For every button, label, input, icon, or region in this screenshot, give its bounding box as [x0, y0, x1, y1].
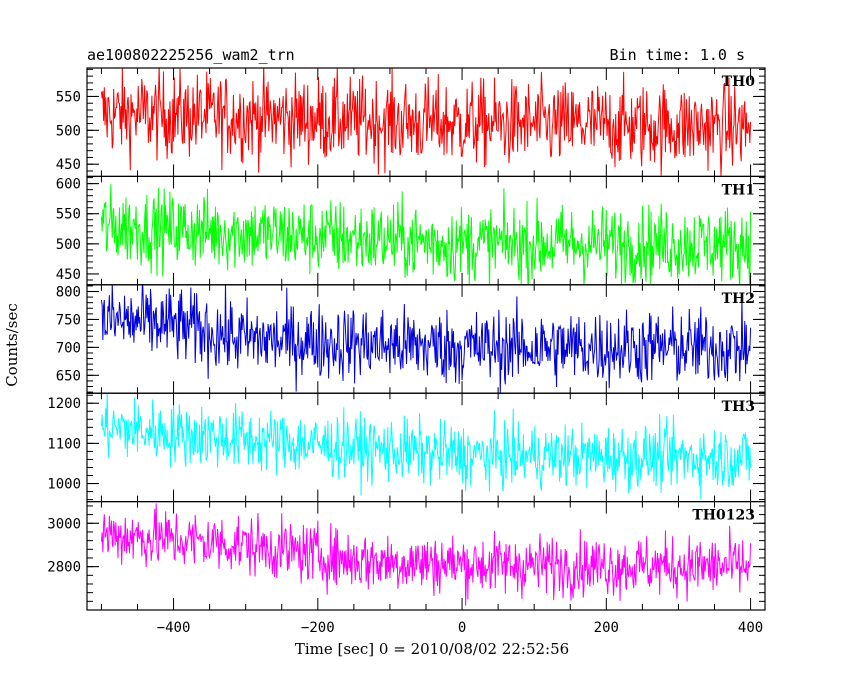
panel-th1: 450 500 550 600 TH1	[56, 175, 766, 286]
y-tick-label-th1-450: 450	[56, 267, 81, 283]
x-tick-label-200: 200	[594, 620, 619, 636]
y-tick-label-th1-500: 500	[56, 237, 81, 253]
y-tick-label-th0-500: 500	[56, 123, 81, 139]
y-tick-label-th2-750: 750	[56, 312, 81, 328]
series-th0-line	[100, 68, 752, 177]
y-tick-label-th2-700: 700	[56, 340, 81, 356]
x-axis-label: Time [sec] 0 = 2010/08/02 22:52:56	[295, 640, 569, 658]
series-th3-line	[100, 393, 752, 500]
panel-label-th0123: TH0123	[692, 508, 755, 524]
panels-group: 450 500 550 TH0 450 500 550 600 TH1 650 700 750 800 T…	[47, 67, 766, 611]
panel-th0: 450 500 550 TH0	[56, 67, 766, 178]
panel-th3: 1000 1100 1200 TH3	[47, 392, 766, 503]
chart-title: ae100802225256_wam2_trn	[87, 46, 295, 64]
x-tick-label-0: 0	[458, 620, 466, 636]
panel-label-th3: TH3	[722, 399, 755, 415]
y-tick-label-th0-550: 550	[56, 89, 81, 105]
panel-label-th1: TH1	[722, 182, 755, 198]
x-tick-label-400: 400	[738, 620, 763, 636]
x-tick-label--200: −200	[301, 620, 335, 636]
panel-label-th0: TH0	[722, 74, 756, 90]
y-tick-label-th2-800: 800	[56, 285, 81, 301]
x-tick-label--400: −400	[157, 620, 191, 636]
panel-th2-frame	[86, 284, 766, 394]
panel-th2: 650 700 750 800 TH2	[56, 284, 766, 394]
x-axis: −400 −200 0 200 400	[157, 620, 764, 636]
panel-label-th2: TH2	[722, 291, 755, 307]
y-tick-label-th0123-2800: 2800	[47, 560, 81, 576]
y-tick-label-th1-550: 550	[56, 207, 81, 223]
y-axis-label: Counts/sec	[3, 303, 21, 387]
bin-time-label: Bin time: 1.0 s	[610, 46, 745, 64]
y-tick-label-th3-1100: 1100	[47, 436, 81, 452]
y-tick-label-th0123-3000: 3000	[47, 516, 81, 532]
y-tick-label-th3-1000: 1000	[47, 477, 81, 493]
y-tick-label-th3-1200: 1200	[47, 396, 81, 412]
series-th2-line	[100, 284, 752, 394]
series-th1-line	[100, 184, 752, 285]
y-tick-label-th1-600: 600	[56, 177, 81, 193]
y-tick-label-th0-450: 450	[56, 157, 81, 173]
panel-th0123: 2800 3000 TH0123	[47, 501, 766, 611]
series-th0123-line	[100, 503, 752, 606]
y-tick-label-th2-650: 650	[56, 368, 81, 384]
